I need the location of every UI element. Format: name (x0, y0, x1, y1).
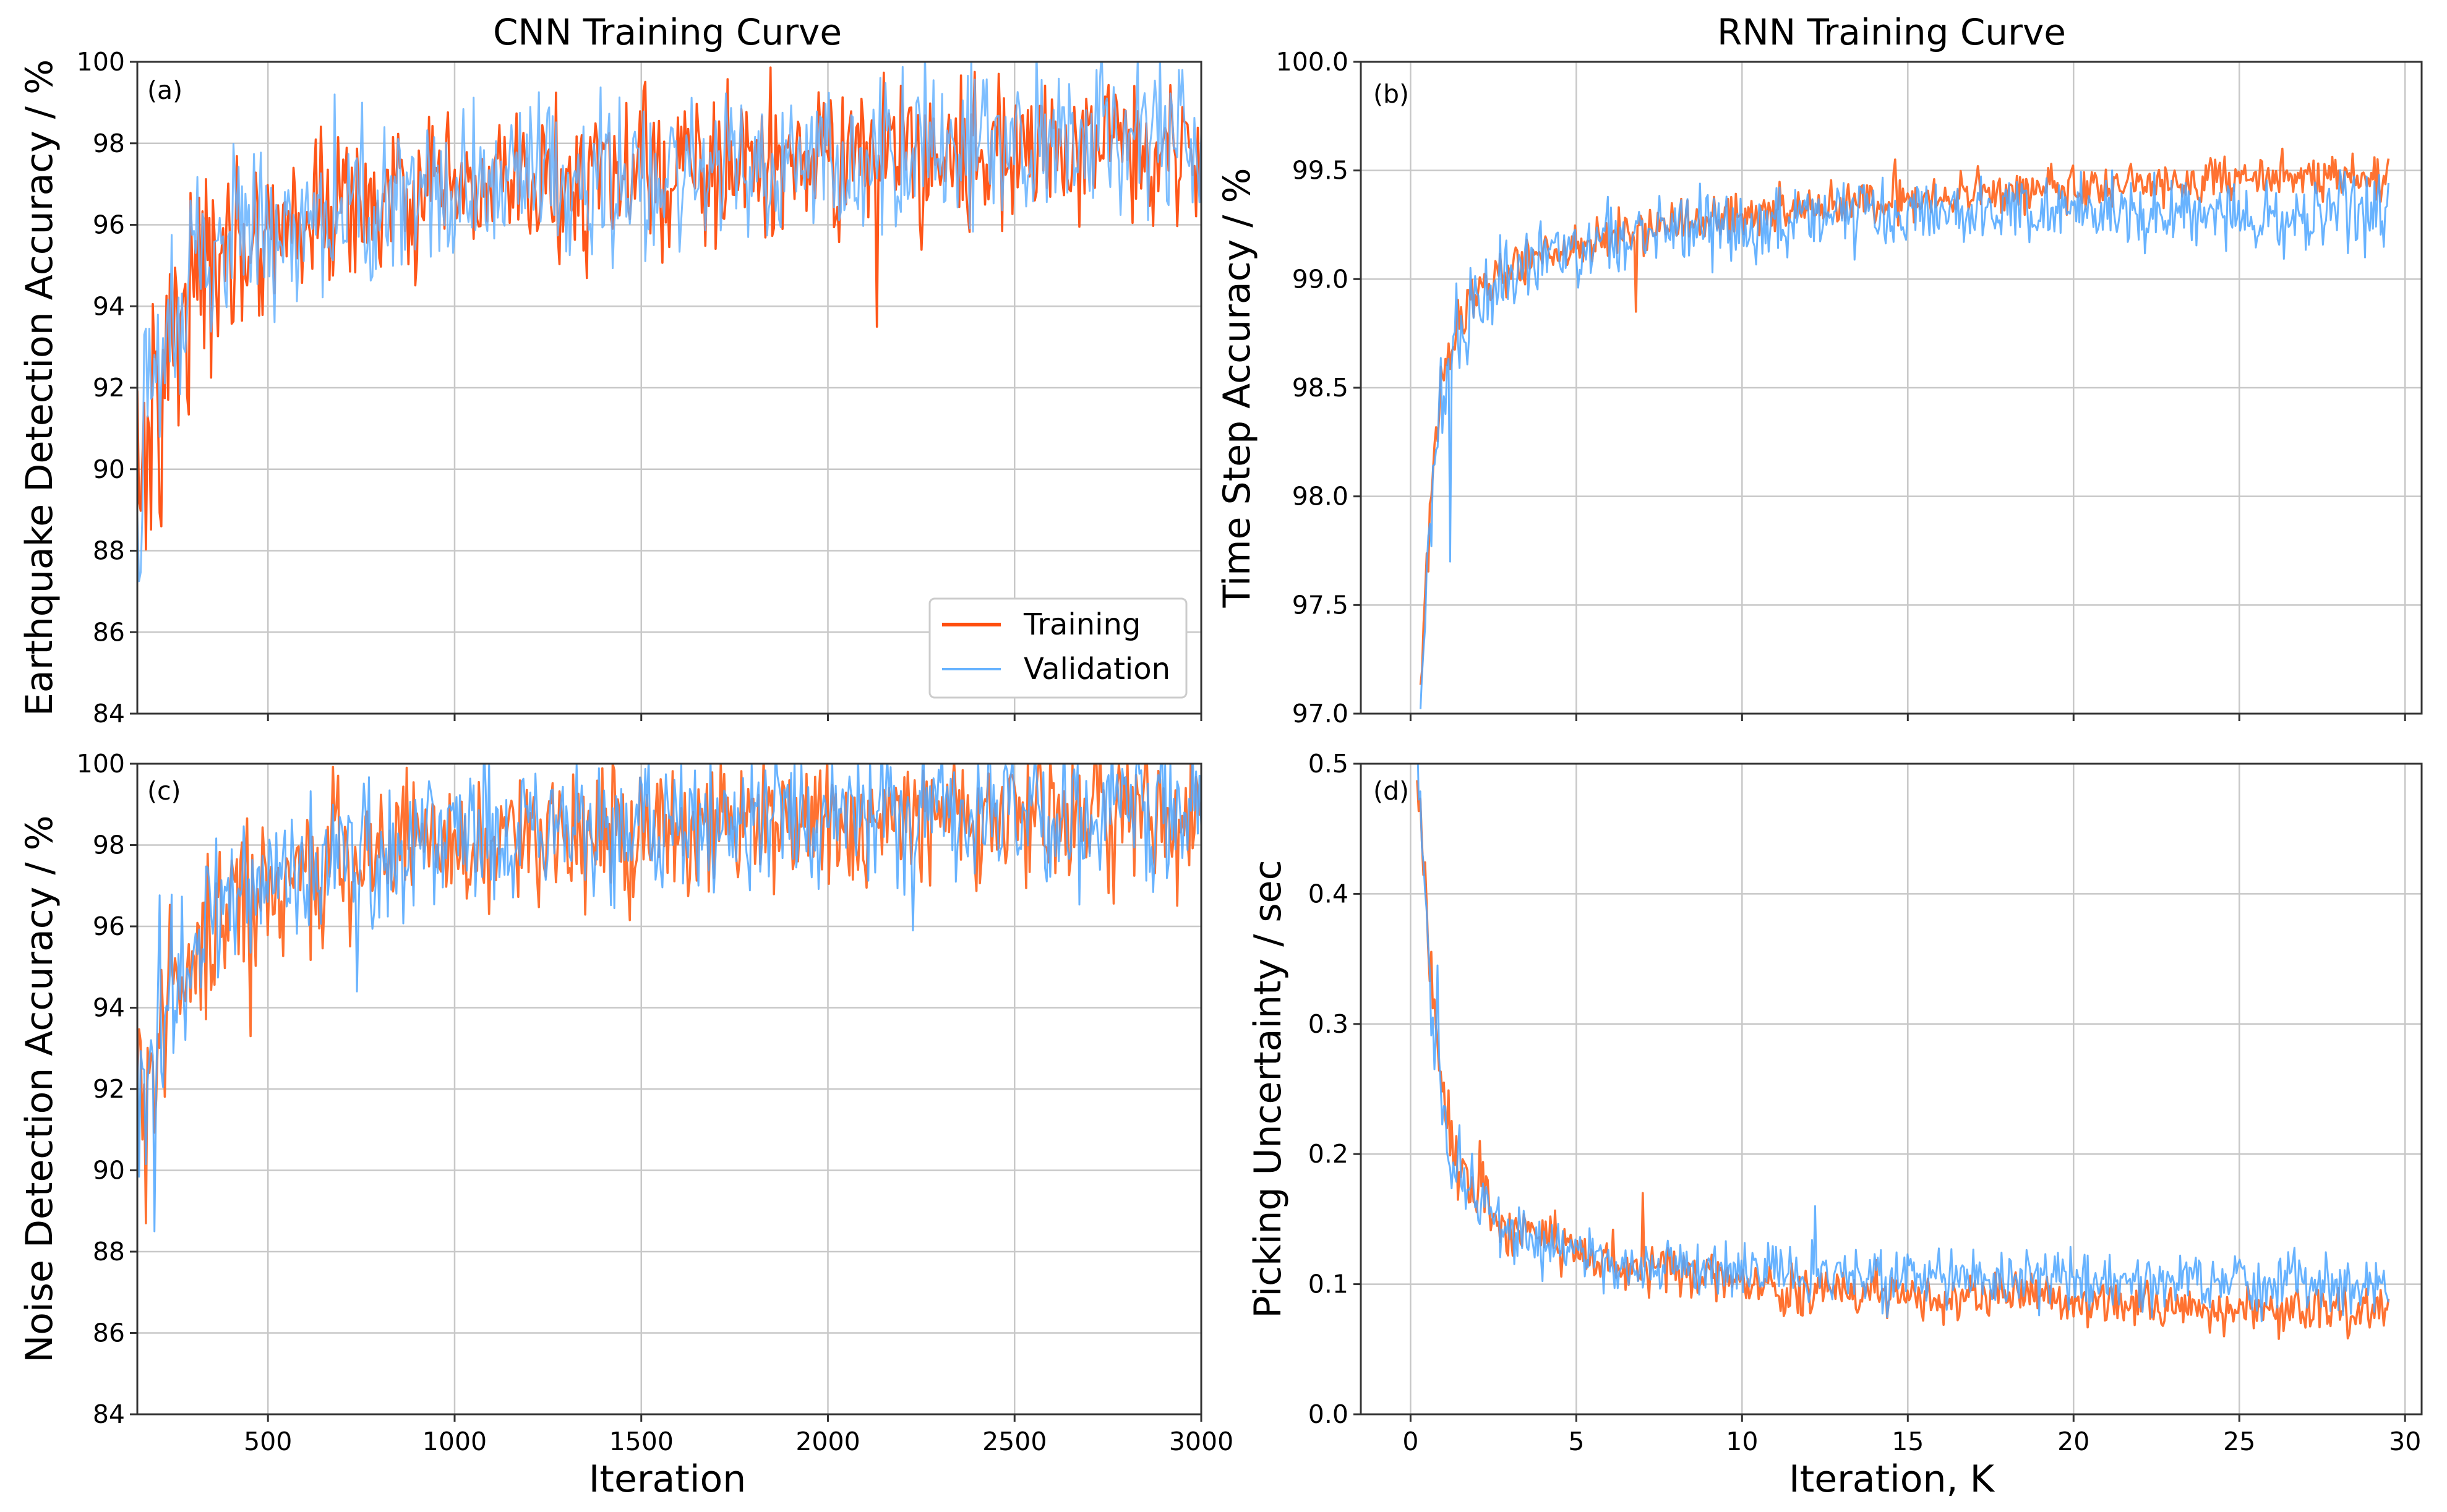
panel-d-picking-uncertainty: 0 5 10 15 20 25 30 0.0 0.1 0.2 0.3 0.4 0.5 (d) Picki… (1246, 749, 2423, 1501)
x-tick-label: 15 (1892, 1427, 1924, 1456)
panel-b-time-step-accuracy: 97.0 97.5 98.0 98.5 99.0 99.5 100.0 (b) Time S… (1215, 47, 2423, 728)
y-axis-label: Time Step Accuracy / % (1215, 168, 1259, 609)
y-tick-label: 90 (93, 1156, 125, 1185)
y-tick-label: 100.0 (1276, 47, 1348, 77)
rnn-column-title: RNN Training Curve (1717, 11, 2066, 53)
x-tick-label: 5 (1568, 1427, 1584, 1456)
x-tick-label: 1500 (609, 1427, 674, 1456)
x-tick-label: 1000 (422, 1427, 487, 1456)
x-tick-label: 2500 (982, 1427, 1047, 1456)
legend-training-label: Training (1023, 607, 1141, 642)
panel-tag: (a) (147, 75, 182, 105)
legend: Training Validation (928, 597, 1188, 699)
x-tick-label: 3000 (1169, 1427, 1233, 1456)
x-tick-label: 0 (1402, 1427, 1418, 1456)
y-tick-label: 100 (77, 749, 125, 779)
validation-series-line (137, 62, 1201, 583)
plot-frame (1360, 762, 2423, 1416)
y-tick-label: 96 (93, 912, 125, 941)
y-tick-label: 98.0 (1292, 482, 1348, 511)
y-tick-label: 90 (93, 455, 125, 484)
y-axis-label: Noise Detection Accuracy / % (18, 815, 61, 1362)
y-tick-label: 0.2 (1308, 1139, 1348, 1169)
x-tick-label: 25 (2223, 1427, 2255, 1456)
y-tick-label: 99.0 (1292, 264, 1348, 294)
y-tick-label: 97.0 (1292, 699, 1348, 728)
y-tick-label: 97.5 (1292, 590, 1348, 620)
panel-tag: (b) (1373, 79, 1409, 109)
y-tick-label: 0.4 (1308, 879, 1348, 908)
validation-series-line (1420, 169, 2389, 709)
y-tick-label: 96 (93, 210, 125, 240)
y-tick-label: 86 (93, 1318, 125, 1348)
y-tick-label: 0.0 (1308, 1399, 1348, 1429)
x-tick-label: 20 (2057, 1427, 2089, 1456)
y-tick-label: 98 (93, 129, 125, 158)
x-axis-label: Iteration (589, 1458, 747, 1501)
x-tick-label: 10 (1726, 1427, 1758, 1456)
y-tick-label: 0.3 (1308, 1009, 1348, 1039)
y-tick-label: 92 (93, 373, 125, 403)
y-tick-label: 86 (93, 617, 125, 647)
y-tick-label: 99.5 (1292, 156, 1348, 186)
legend-validation-label: Validation (1024, 652, 1170, 686)
panel-tag: (d) (1373, 776, 1409, 806)
panel-c-noise-detection: 500 1000 1500 2000 2500 3000 84 86 88 90 92 94 96 98 1… (18, 749, 1233, 1501)
y-tick-label: 0.5 (1308, 749, 1348, 779)
y-tick-label: 94 (93, 291, 125, 321)
validation-series-line (137, 764, 1201, 1232)
y-tick-label: 92 (93, 1074, 125, 1104)
x-axis-label: Iteration, K (1789, 1458, 1995, 1501)
training-series-line (1416, 780, 2390, 1340)
x-tick-label: 500 (244, 1427, 292, 1456)
y-tick-label: 88 (93, 1237, 125, 1266)
y-tick-label: 84 (93, 699, 125, 728)
y-tick-label: 98.5 (1292, 373, 1348, 403)
y-tick-label: 100 (77, 47, 125, 77)
cnn-column-title: CNN Training Curve (493, 11, 842, 53)
validation-series-line (1416, 764, 2389, 1323)
x-tick-label: 2000 (795, 1427, 860, 1456)
y-tick-label: 98 (93, 831, 125, 860)
training-series-line (137, 66, 1201, 551)
y-tick-label: 84 (93, 1399, 125, 1429)
panel-a-earthquake-detection: 84 86 88 90 92 94 96 98 100 (a) Earthquake Detec… (18, 47, 1202, 728)
y-tick-label: 88 (93, 536, 125, 566)
y-tick-label: 94 (93, 993, 125, 1023)
y-axis-label: Earthquake Detection Accuracy / % (18, 59, 61, 716)
panel-tag: (c) (147, 776, 181, 806)
x-tick-label: 30 (2389, 1427, 2421, 1456)
y-tick-label: 0.1 (1308, 1270, 1348, 1299)
y-axis-label: Picking Uncertainty / sec (1246, 860, 1290, 1318)
